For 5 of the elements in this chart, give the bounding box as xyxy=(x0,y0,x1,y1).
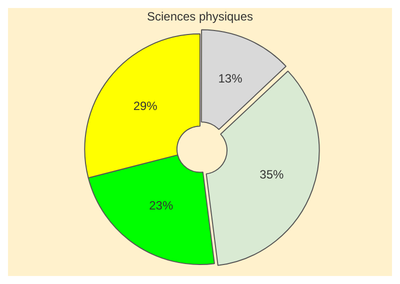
data-label: 23% xyxy=(149,198,174,213)
data-label: 35% xyxy=(260,167,284,182)
data-label: 29% xyxy=(133,99,158,114)
chart-title: Sciences physiques xyxy=(146,10,254,24)
data-label: 13% xyxy=(218,72,243,86)
